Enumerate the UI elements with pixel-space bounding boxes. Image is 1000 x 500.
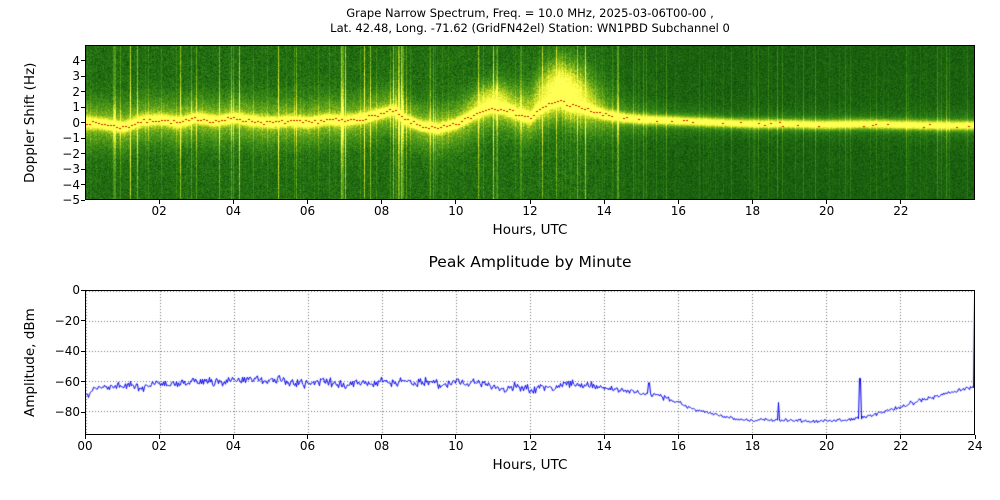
x-tick-label: 14 bbox=[596, 204, 612, 218]
x-tick-mark bbox=[232, 200, 234, 204]
amplitude-plot-area bbox=[85, 290, 975, 435]
x-tick-label: 24 bbox=[967, 439, 983, 453]
amplitude-canvas bbox=[86, 291, 974, 434]
spectrogram-ylabel: Doppler Shift (Hz) bbox=[22, 62, 38, 183]
x-tick-label: 18 bbox=[744, 204, 761, 218]
y-tick-mark bbox=[81, 184, 85, 185]
x-tick-mark bbox=[529, 200, 531, 204]
x-tick-label: 02 bbox=[151, 439, 167, 453]
x-tick-mark bbox=[455, 435, 457, 439]
x-tick-mark bbox=[381, 435, 383, 439]
x-tick-mark bbox=[900, 435, 902, 439]
y-tick-label: −80 bbox=[54, 405, 80, 420]
x-tick-mark bbox=[84, 435, 86, 439]
spectrogram-plot-area bbox=[85, 45, 975, 200]
x-tick-mark bbox=[158, 435, 160, 439]
x-tick-label: 04 bbox=[225, 439, 241, 453]
y-tick-label: −4 bbox=[62, 177, 80, 192]
y-tick-label: 0 bbox=[72, 283, 80, 297]
x-tick-label: 14 bbox=[596, 439, 612, 453]
amplitude-xlabel: Hours, UTC bbox=[492, 457, 568, 473]
y-tick-mark bbox=[81, 411, 85, 413]
x-tick-label: 08 bbox=[374, 439, 390, 453]
x-tick-mark bbox=[974, 435, 976, 439]
y-tick-mark bbox=[81, 289, 85, 291]
y-tick-mark bbox=[81, 199, 85, 201]
x-tick-mark bbox=[529, 435, 531, 439]
y-tick-mark bbox=[81, 91, 85, 92]
x-tick-label: 18 bbox=[744, 439, 761, 453]
y-tick-mark bbox=[81, 381, 85, 383]
x-tick-label: 06 bbox=[299, 204, 316, 218]
x-tick-label: 16 bbox=[670, 204, 686, 218]
x-tick-label: 10 bbox=[448, 439, 464, 453]
x-tick-mark bbox=[307, 200, 308, 204]
y-tick-label: −40 bbox=[54, 344, 80, 359]
y-tick-label: 1 bbox=[72, 100, 80, 114]
x-tick-label: 12 bbox=[522, 204, 538, 218]
x-tick-mark bbox=[381, 200, 383, 204]
spectrogram-title: Grape Narrow Spectrum, Freq. = 10.0 MHz,… bbox=[85, 6, 975, 36]
x-tick-label: 04 bbox=[225, 204, 241, 218]
y-tick-mark bbox=[81, 122, 85, 123]
y-tick-label: 2 bbox=[72, 84, 80, 99]
y-tick-mark bbox=[81, 60, 85, 61]
x-tick-mark bbox=[677, 200, 679, 204]
spectrogram-title-line1: Grape Narrow Spectrum, Freq. = 10.0 MHz,… bbox=[346, 6, 714, 20]
y-tick-label: −2 bbox=[62, 146, 80, 161]
y-tick-label: −60 bbox=[54, 374, 80, 389]
y-tick-mark bbox=[81, 137, 85, 139]
x-tick-mark bbox=[158, 200, 160, 204]
x-tick-label: 22 bbox=[893, 204, 909, 218]
x-tick-mark bbox=[307, 435, 308, 439]
spectrogram-canvas bbox=[86, 46, 974, 199]
x-tick-label: 08 bbox=[374, 204, 390, 218]
x-tick-label: 12 bbox=[522, 439, 538, 453]
y-tick-label: −1 bbox=[62, 131, 80, 145]
x-tick-label: 20 bbox=[819, 439, 835, 453]
x-tick-label: 22 bbox=[893, 439, 909, 453]
y-tick-mark bbox=[81, 350, 85, 352]
x-tick-label: 06 bbox=[299, 439, 316, 453]
x-tick-mark bbox=[603, 200, 605, 204]
x-tick-mark bbox=[900, 200, 902, 204]
y-tick-mark bbox=[81, 168, 85, 170]
spectrogram-title-line2: Lat. 42.48, Long. -71.62 (GridFN42el) St… bbox=[330, 21, 730, 35]
amplitude-title: Peak Amplitude by Minute bbox=[428, 253, 632, 271]
x-tick-mark bbox=[603, 435, 605, 439]
y-tick-mark bbox=[81, 153, 85, 154]
y-tick-mark bbox=[81, 106, 85, 108]
y-tick-mark bbox=[81, 75, 85, 77]
x-tick-label: 20 bbox=[819, 204, 835, 218]
x-tick-mark bbox=[826, 435, 828, 439]
amplitude-ylabel: Amplitude, dBm bbox=[22, 308, 38, 417]
y-tick-label: 3 bbox=[72, 69, 80, 83]
x-tick-label: 02 bbox=[151, 204, 167, 218]
x-tick-label: 16 bbox=[670, 439, 686, 453]
y-tick-label: −20 bbox=[54, 313, 80, 328]
x-tick-label: 00 bbox=[77, 439, 93, 453]
x-tick-mark bbox=[752, 435, 753, 439]
x-tick-mark bbox=[826, 200, 828, 204]
x-tick-label: 10 bbox=[448, 204, 464, 218]
x-tick-mark bbox=[455, 200, 457, 204]
spectrogram-xlabel: Hours, UTC bbox=[492, 222, 568, 238]
y-tick-label: −5 bbox=[62, 193, 80, 207]
x-tick-mark bbox=[677, 435, 679, 439]
x-tick-mark bbox=[752, 200, 753, 204]
y-tick-label: 4 bbox=[72, 53, 80, 68]
y-tick-mark bbox=[81, 320, 85, 322]
y-tick-label: −3 bbox=[62, 162, 80, 176]
y-tick-label: 0 bbox=[72, 115, 80, 130]
x-tick-mark bbox=[232, 435, 234, 439]
